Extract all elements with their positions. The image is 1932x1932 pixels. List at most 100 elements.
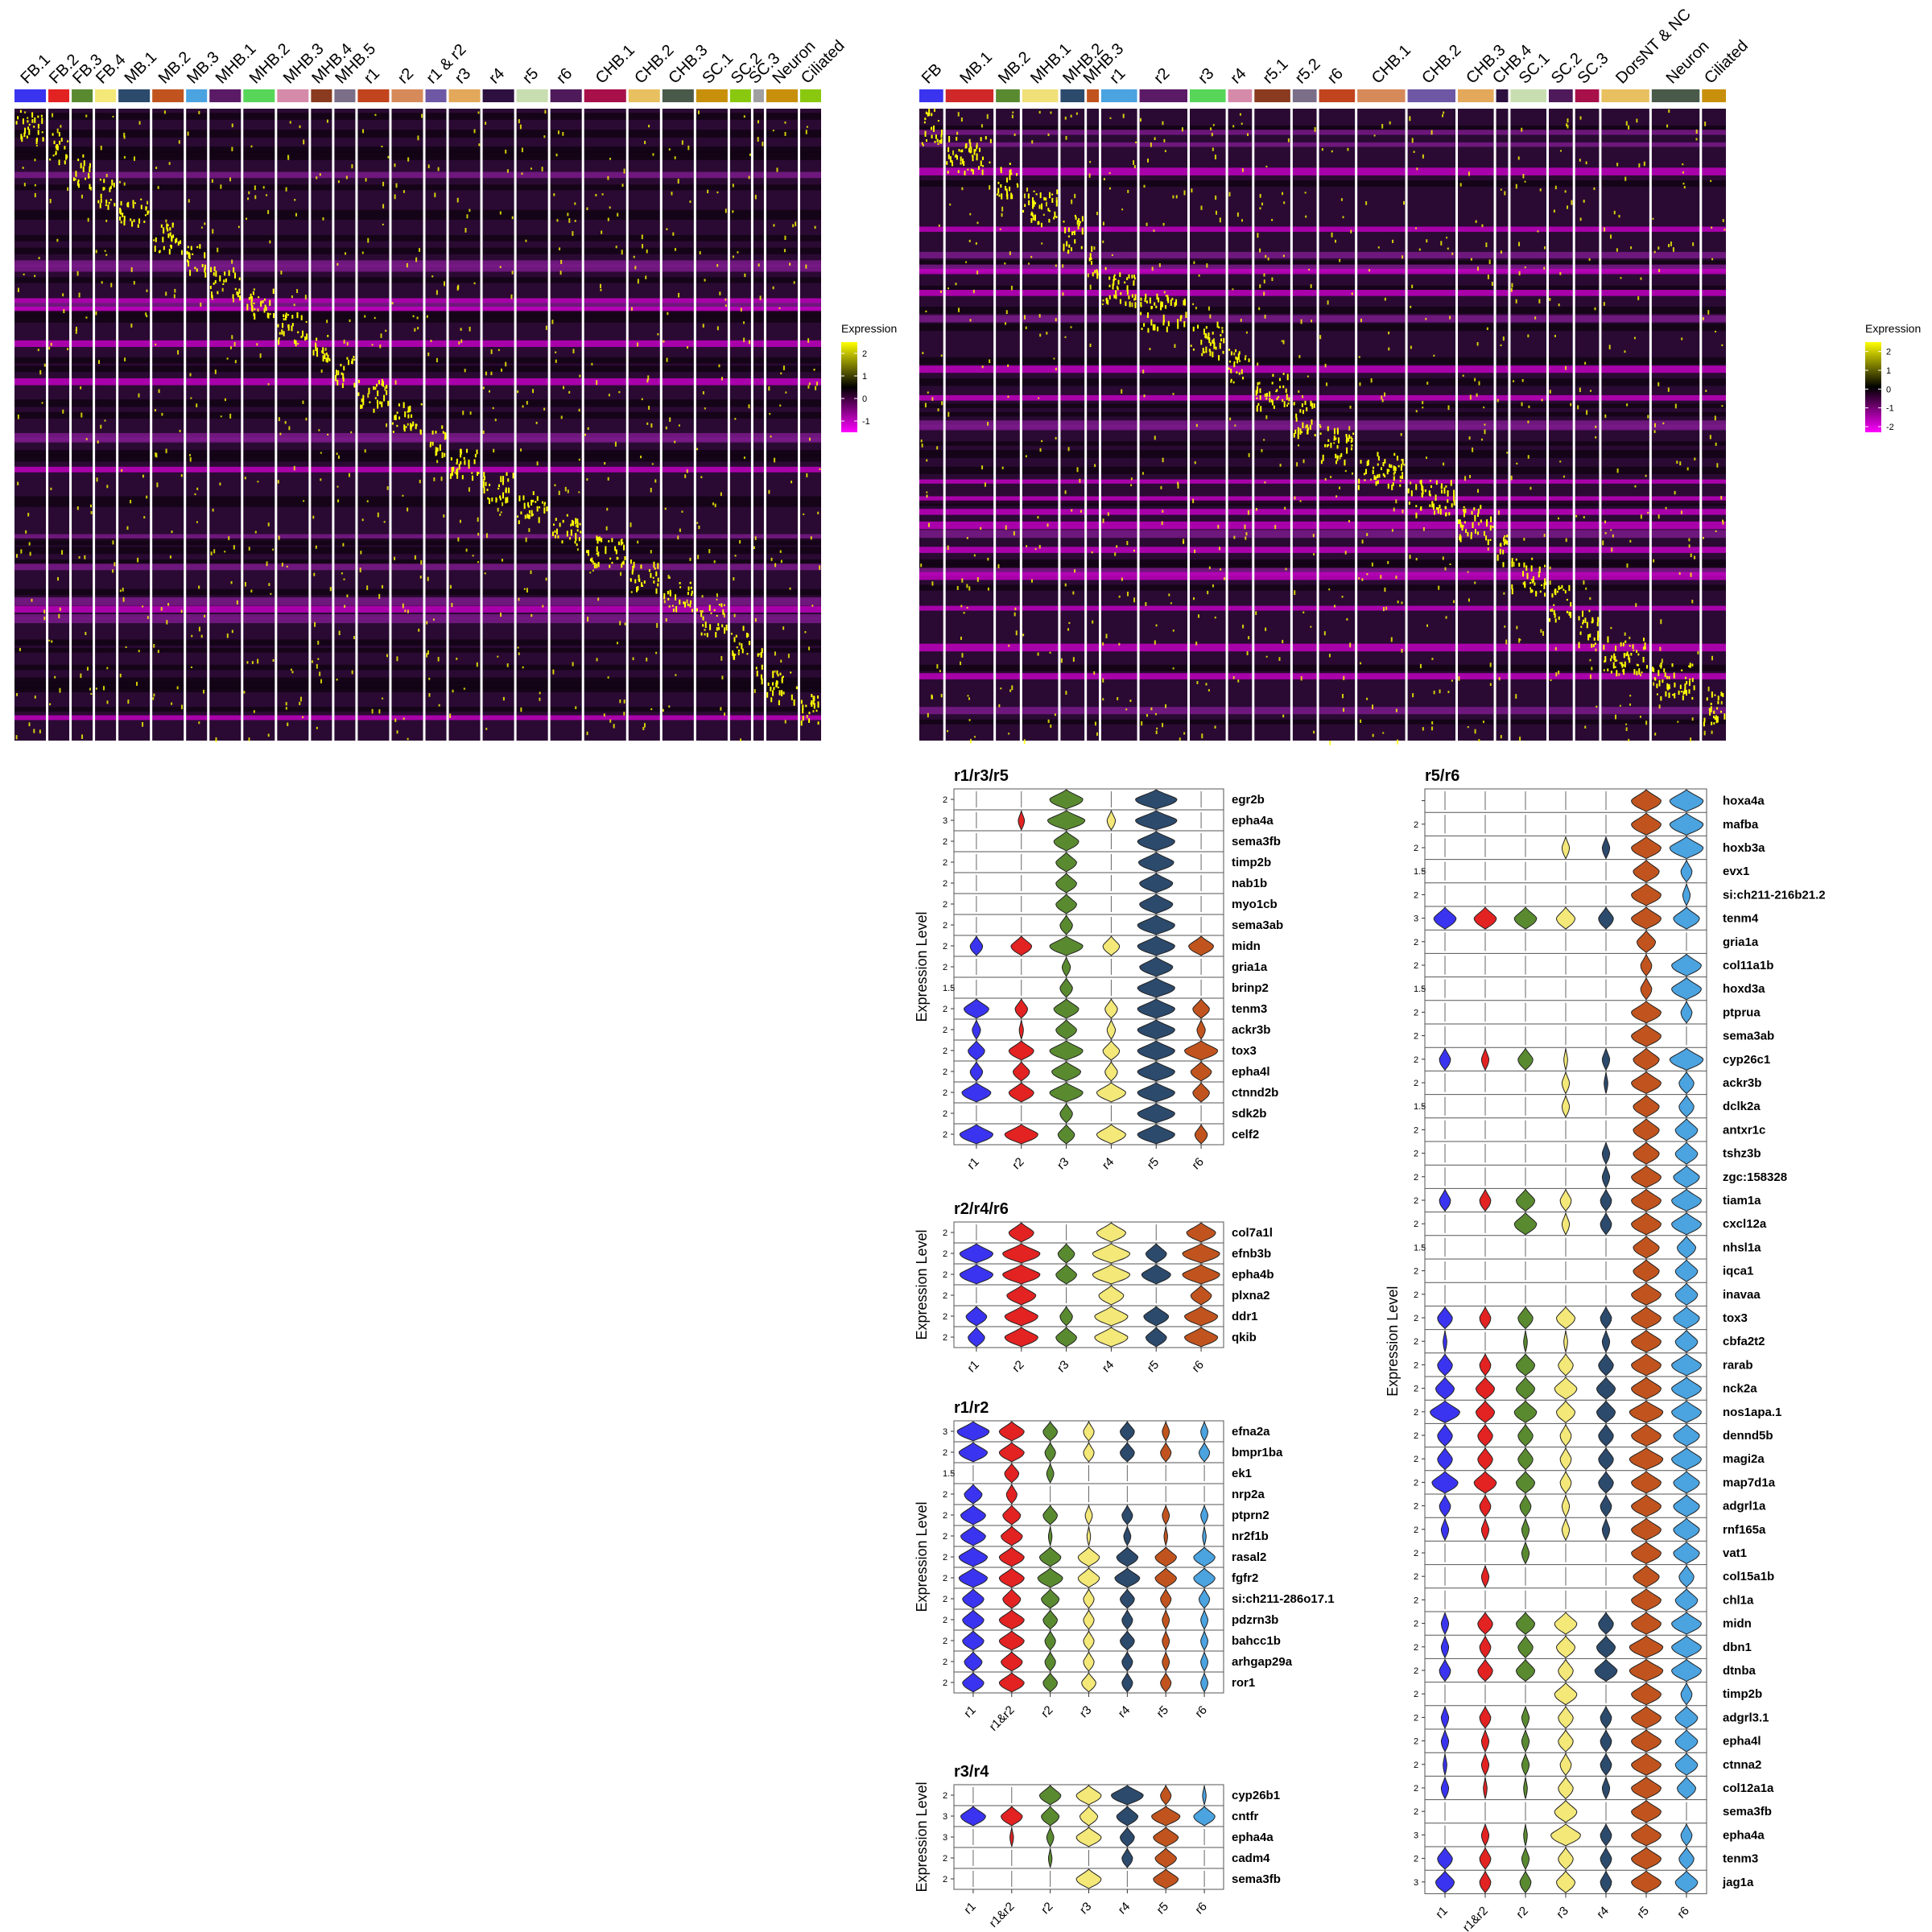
heatmap-cell-high (1511, 283, 1513, 288)
heatmap-cell-high (58, 613, 60, 619)
x-tick-label: r2 (1038, 1703, 1055, 1720)
heatmap-cell-high (1035, 193, 1038, 196)
heatmap-cell-high (231, 147, 233, 151)
heatmap-cell-high (262, 186, 265, 189)
heatmap-cell-high (190, 397, 192, 399)
heatmap-cell-high (713, 609, 716, 612)
gene-label: plxna2 (1232, 1289, 1270, 1302)
violin-r3 (1558, 1705, 1574, 1729)
heatmap-cell-high (1283, 401, 1286, 407)
heatmap-cell-high (795, 221, 797, 227)
heatmap-cell-high (976, 142, 978, 148)
heatmap-cell-high (499, 211, 502, 215)
heatmap-cell-high (101, 281, 103, 284)
heatmap-cell-high (469, 208, 471, 213)
row-axis-tick: 1.5 (1414, 1102, 1426, 1112)
heatmap-cell-high (63, 309, 65, 314)
heatmap-cell-high (741, 643, 743, 650)
heatmap-cell-high (214, 369, 217, 374)
heatmap-cell-high (601, 230, 603, 234)
gene-label: rarab (1723, 1358, 1753, 1372)
heatmap-cell-high (972, 155, 974, 162)
heatmap-cell-high (597, 597, 600, 601)
heatmap-cell-high (738, 642, 741, 646)
heatmap-cell-high (1026, 545, 1028, 547)
heatmap-cell-high (1539, 590, 1542, 593)
heatmap-cell-high (1713, 715, 1715, 719)
heatmap-cell-high (296, 289, 299, 294)
heatmap-cell-high (1521, 402, 1523, 407)
heatmap-cell-high (111, 180, 114, 186)
violin-r6 (1671, 1635, 1702, 1659)
heatmap-cell-high (1709, 435, 1711, 440)
heatmap-cell-high (76, 180, 79, 186)
heatmap-cell-high (1517, 156, 1520, 160)
heatmap-cell-high (755, 667, 758, 670)
heatmap-cell-high (1033, 200, 1035, 207)
heatmap-cell-high (157, 650, 159, 654)
heatmap-cell-high (1515, 558, 1517, 561)
heatmap-row-stripe (14, 213, 821, 221)
heatmap-cell-high (1431, 502, 1434, 508)
heatmap-cell-high (1431, 720, 1434, 724)
heatmap-cell-high (1297, 427, 1299, 433)
heatmap-cell-high (1071, 199, 1073, 204)
heatmap-cell-high (1478, 739, 1480, 742)
heatmap-cell-high (963, 612, 965, 614)
violin-r1&r2 (1001, 1525, 1023, 1546)
heatmap-cell-high (1164, 150, 1166, 152)
heatmap-cell-high (1234, 424, 1236, 427)
heatmap-cell-high (1487, 539, 1489, 546)
heatmap-cell-high (130, 323, 133, 328)
heatmap-cell-high (721, 624, 724, 628)
heatmap-cell-high (1009, 689, 1012, 692)
heatmap-cell-high (1208, 332, 1210, 336)
heatmap-cell-high (194, 266, 196, 270)
heatmap-cell-high (545, 325, 547, 330)
cluster-color-bar (1651, 89, 1700, 102)
heatmap-cell-high (1629, 539, 1632, 543)
heatmap-cell-high (1264, 393, 1266, 397)
heatmap-cell-high (31, 598, 33, 602)
heatmap-cell-high (1653, 250, 1656, 254)
heatmap-cell-high (925, 310, 927, 312)
heatmap-cell-high (278, 535, 280, 540)
heatmap-cell-high (1324, 363, 1327, 368)
heatmap-row-stripe (14, 681, 821, 690)
violin-r4 (1102, 935, 1121, 956)
violin-r4 (1598, 1423, 1614, 1447)
heatmap-cell-high (177, 241, 180, 246)
x-tick-label: r5 (1145, 1155, 1162, 1172)
heatmap-cell-high (922, 352, 924, 354)
heatmap-cell-high (147, 616, 149, 619)
heatmap-cell-high (165, 219, 167, 223)
heatmap-cell-high (210, 266, 213, 273)
heatmap-cell-high (748, 404, 750, 409)
heatmap-cell-high (1229, 417, 1232, 421)
gene-label: ddr1 (1232, 1310, 1258, 1323)
heatmap-cell-high (1426, 382, 1429, 385)
heatmap-cell-high (1310, 284, 1312, 288)
heatmap-row-stripe (14, 437, 821, 443)
heatmap-cell-high (396, 424, 398, 427)
heatmap-cell-high (1609, 234, 1612, 239)
heatmap-cell-high (1470, 531, 1472, 535)
cluster-separator (993, 109, 997, 741)
heatmap-cell-high (1108, 171, 1111, 175)
legend-colorbar (1865, 342, 1881, 432)
heatmap-row-stripe (919, 180, 1726, 188)
heatmap-cell-high (285, 707, 287, 710)
heatmap-cell-high (1232, 288, 1234, 291)
heatmap-cell-high (1001, 466, 1004, 469)
heatmap-cell-high (954, 155, 956, 158)
heatmap-cell-high (934, 140, 936, 143)
heatmap-cell-high (1089, 253, 1092, 260)
heatmap-cell-high (186, 250, 188, 255)
heatmap-cell-high (88, 172, 90, 179)
gene-label: arhgap29a (1232, 1655, 1293, 1669)
heatmap-cell-high (926, 491, 928, 493)
heatmap-cell-high (981, 465, 984, 470)
heatmap-cell-high (451, 603, 453, 608)
x-tick-label: r1 (961, 1900, 978, 1917)
gene-label: ackr3b (1232, 1023, 1270, 1037)
